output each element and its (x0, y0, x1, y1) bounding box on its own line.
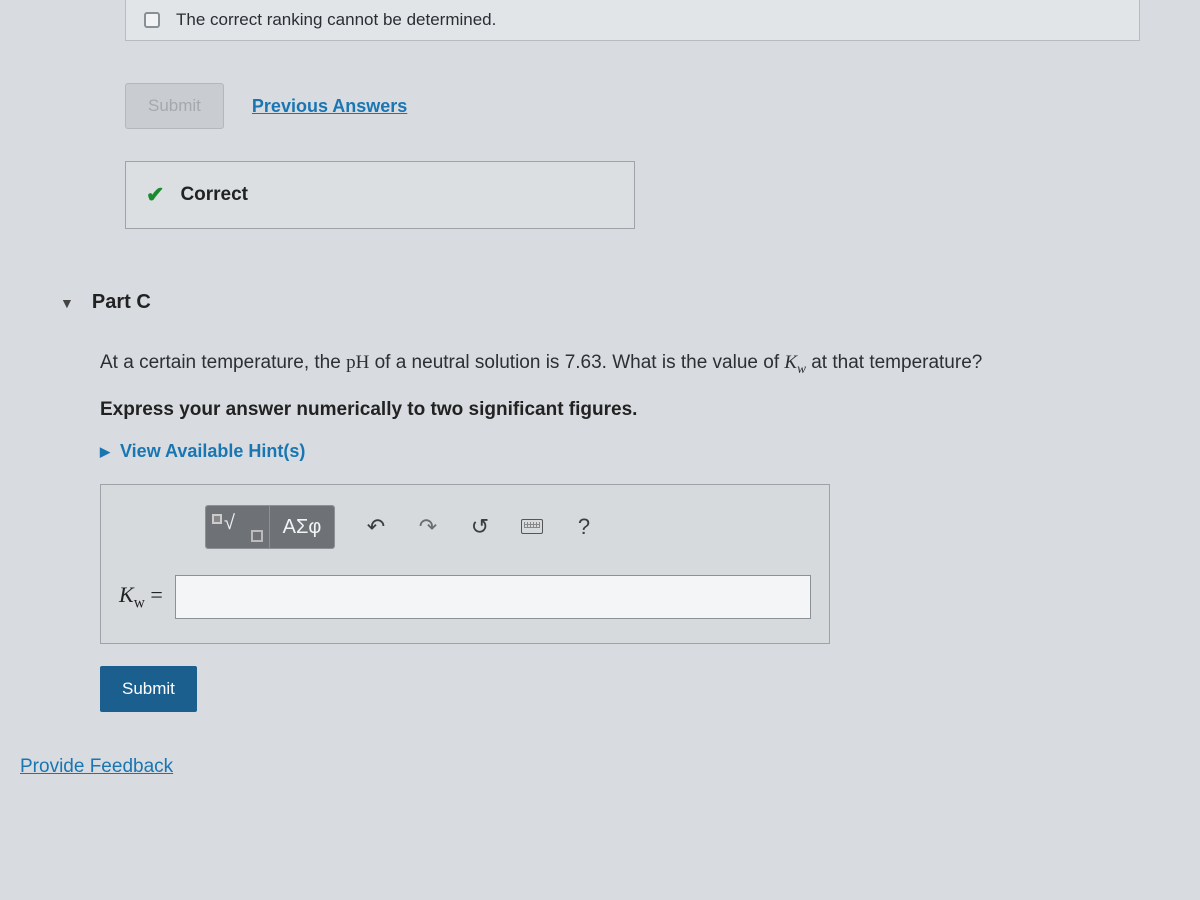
answer-input-row: Kw = (119, 575, 811, 619)
greek-symbols-button[interactable]: ΑΣφ (270, 506, 334, 548)
question-suffix: at that temperature? (806, 352, 982, 373)
question-text: At a certain temperature, the pH of a ne… (100, 348, 1180, 379)
option-row[interactable]: The correct ranking cannot be determined… (125, 0, 1140, 41)
option-checkbox[interactable] (144, 12, 160, 28)
redo-icon[interactable]: ↷ (413, 514, 443, 540)
tool-icons: ↶ ↷ ↺ ? (361, 514, 599, 540)
provide-feedback-link[interactable]: Provide Feedback (20, 756, 1180, 778)
reset-icon[interactable]: ↺ (465, 514, 495, 540)
action-row: Submit Previous Answers (125, 83, 1180, 129)
question-mid: of a neutral solution is 7.63. What is t… (369, 352, 784, 373)
submit-button-disabled: Submit (125, 83, 224, 129)
caret-down-icon: ▼ (60, 295, 74, 311)
ph-symbol: pH (346, 352, 369, 373)
answer-input[interactable] (175, 575, 811, 619)
variable-label: Kw = (119, 582, 163, 612)
correct-label: Correct (180, 184, 248, 206)
checkmark-icon: ✔ (146, 182, 164, 208)
previous-answers-link[interactable]: Previous Answers (252, 96, 407, 117)
caret-right-icon: ▶ (100, 444, 110, 460)
tool-group: √ ΑΣφ (205, 505, 335, 549)
undo-icon[interactable]: ↶ (361, 514, 391, 540)
math-templates-button[interactable]: √ (206, 506, 270, 548)
view-hints-toggle[interactable]: ▶ View Available Hint(s) (100, 441, 1180, 462)
correct-feedback-box: ✔ Correct (125, 161, 635, 229)
part-title: Part C (92, 291, 151, 314)
option-label: The correct ranking cannot be determined… (176, 10, 496, 30)
answer-instruction: Express your answer numerically to two s… (100, 399, 1180, 421)
question-prefix: At a certain temperature, the (100, 352, 346, 373)
help-icon[interactable]: ? (569, 514, 599, 540)
submit-button[interactable]: Submit (100, 666, 197, 712)
equation-toolbar: √ ΑΣφ ↶ ↷ ↺ ? (205, 505, 811, 549)
keyboard-icon[interactable] (517, 514, 547, 540)
kw-symbol: Kw (784, 352, 806, 373)
part-header[interactable]: ▼ Part C (60, 291, 1180, 314)
answer-panel: √ ΑΣφ ↶ ↷ ↺ ? Kw = (100, 484, 830, 644)
hints-label: View Available Hint(s) (120, 441, 305, 462)
